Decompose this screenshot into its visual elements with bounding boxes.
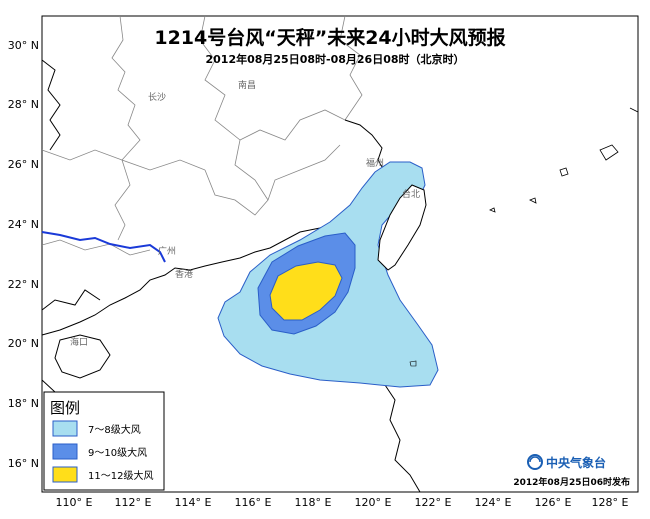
luzon-coast	[384, 384, 421, 493]
lat-label-28: 28° N	[8, 98, 39, 111]
legend-swatch-9-10	[52, 443, 78, 460]
legend-label-9-10: 9～10级大风	[88, 446, 147, 459]
longitude-labels: 110° E 112° E 114° E 116° E 118° E 120° …	[56, 496, 629, 509]
lon-label-124: 124° E	[475, 496, 512, 509]
legend-label-7-8: 7～8级大风	[88, 423, 141, 436]
taiwan-island	[377, 184, 427, 271]
publisher-block: 中央气象台 2012年08月25日06时发布	[513, 454, 630, 488]
publisher-name: 中央气象台	[546, 455, 606, 470]
country-borders	[41, 59, 101, 311]
lon-label-116: 116° E	[235, 496, 272, 509]
label-nanchang: 南昌	[238, 79, 256, 91]
cma-logo-arc-icon	[529, 456, 541, 463]
lon-label-114: 114° E	[175, 496, 212, 509]
latitude-labels: 30° N 28° N 26° N 24° N 22° N 20° N 18° …	[8, 39, 39, 470]
lat-label-18: 18° N	[8, 397, 39, 410]
map-subtitle: 2012年08月25日08时-08月26日08时（北京时）	[205, 52, 464, 66]
legend-title: 图例	[50, 399, 80, 417]
lat-label-20: 20° N	[8, 337, 39, 350]
lat-label-24: 24° N	[8, 218, 39, 231]
label-fuzhou: 福州	[366, 157, 384, 169]
lat-label-22: 22° N	[8, 278, 39, 291]
label-haikou: 海口	[70, 336, 88, 348]
map-title: 1214号台风“天秤”未来24小时大风预报	[154, 26, 505, 49]
label-taibei: 台北	[402, 188, 420, 200]
province-boundaries	[41, 15, 363, 256]
lon-label-118: 118° E	[295, 496, 332, 509]
lon-label-110: 110° E	[56, 496, 93, 509]
zone-11-12-force	[269, 261, 343, 321]
label-guangzhou: 广州	[158, 245, 176, 257]
lon-label-128: 128° E	[592, 496, 629, 509]
islet	[409, 360, 417, 367]
legend: 图例 7～8级大风 9～10级大风 11～12级大风	[43, 391, 165, 491]
legend-swatch-11-12	[52, 466, 78, 483]
pearl-river	[41, 231, 166, 263]
lat-label-30: 30° N	[8, 39, 39, 52]
lat-label-26: 26° N	[8, 158, 39, 171]
label-changsha: 长沙	[148, 91, 166, 103]
legend-swatch-7-8	[52, 420, 78, 437]
lon-label-112: 112° E	[115, 496, 152, 509]
lon-label-120: 120° E	[355, 496, 392, 509]
lat-label-16: 16° N	[8, 457, 39, 470]
lon-label-122: 122° E	[415, 496, 452, 509]
legend-label-11-12: 11～12级大风	[88, 469, 153, 482]
ryukyu-islands	[489, 107, 639, 213]
publish-date: 2012年08月25日06时发布	[513, 476, 630, 488]
lon-label-126: 126° E	[535, 496, 572, 509]
place-labels: 长沙 南昌 福州 台北 广州 香港 海口	[70, 79, 420, 348]
hainan-island	[54, 334, 111, 379]
label-hong-kong: 香港	[175, 268, 193, 280]
